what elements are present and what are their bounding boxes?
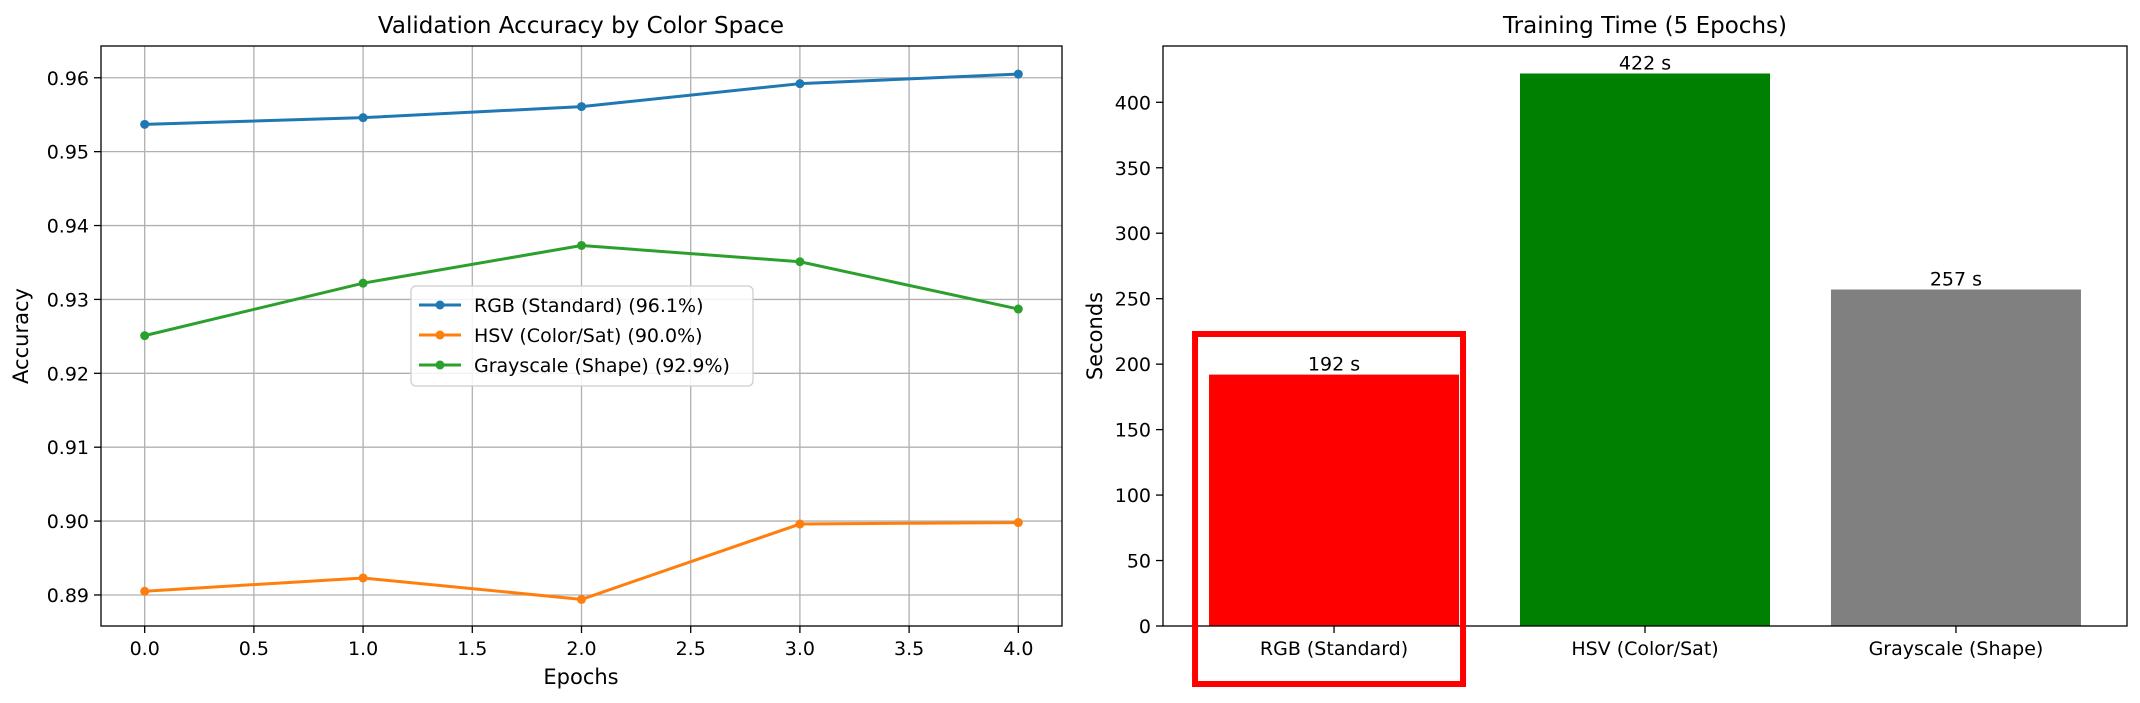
series-1-point bbox=[1013, 518, 1023, 528]
y-tick-label: 350 bbox=[1115, 158, 1151, 180]
bar-data-label-2: 257 s bbox=[1930, 269, 1982, 291]
highlight-box bbox=[1192, 331, 1467, 687]
line-chart-legend: RGB (Standard) (96.1%) HSV (Color/Sat) (9… bbox=[410, 285, 754, 387]
legend-box bbox=[410, 285, 754, 387]
y-tick-label: 0.96 bbox=[47, 68, 89, 90]
y-tick-label: 0.94 bbox=[47, 216, 89, 238]
bar-data-label-0: 192 s bbox=[1308, 354, 1360, 376]
y-tick-label: 150 bbox=[1115, 420, 1151, 442]
series-1-point bbox=[577, 594, 586, 604]
y-tick-label: 0.92 bbox=[47, 363, 89, 385]
series-1-point bbox=[795, 519, 805, 529]
legend-label-1: HSV (Color/Sat) (90.0%) bbox=[474, 325, 703, 347]
line-chart-x-axis-label: Epochs bbox=[543, 665, 618, 689]
bar-chart-x-ticks: RGB (Standard) HSV (Color/Sat) Grayscale (… bbox=[1260, 626, 2043, 660]
series-0-point bbox=[577, 102, 586, 112]
x-tick-label: 3.5 bbox=[894, 638, 924, 660]
y-tick-label: 0.90 bbox=[47, 511, 89, 533]
y-tick-label: 200 bbox=[1115, 354, 1151, 376]
series-0-point bbox=[140, 119, 150, 129]
bar-chart-highlight bbox=[1192, 331, 1467, 687]
line-chart-x-ticks: 0.0 0.5 1.0 1.5 2.0 2.5 3.0 3.5 4.0 bbox=[130, 626, 1033, 660]
line-chart-series bbox=[140, 69, 1023, 604]
bar-data-label-1: 422 s bbox=[1619, 52, 1671, 74]
y-tick-label: 300 bbox=[1115, 223, 1151, 245]
series-0-point bbox=[358, 113, 368, 123]
line-chart-y-ticks: 0.89 0.90 0.91 0.92 0.93 0.94 0.95 0.96 bbox=[47, 68, 101, 607]
y-tick-label: 250 bbox=[1115, 289, 1151, 311]
x-tick-label: 2.0 bbox=[566, 638, 596, 660]
y-tick-label: 0.89 bbox=[47, 585, 89, 607]
x-tick-label: 1.0 bbox=[348, 638, 378, 660]
x-tick-label: 0.0 bbox=[130, 638, 160, 660]
series-1-point bbox=[358, 573, 368, 583]
y-tick-label: 50 bbox=[1127, 551, 1151, 573]
series-1-point bbox=[140, 586, 150, 596]
y-tick-label: 400 bbox=[1115, 92, 1151, 114]
y-tick-label: 100 bbox=[1115, 485, 1151, 507]
line-chart-y-axis-label: Accuracy bbox=[9, 288, 33, 384]
bar-chart-title: Training Time (5 Epochs) bbox=[1502, 13, 1787, 39]
line-chart-title: Validation Accuracy by Color Space bbox=[378, 13, 784, 39]
series-0-point bbox=[795, 79, 805, 89]
x-tick-label: 3.0 bbox=[785, 638, 815, 660]
series-2-point bbox=[1013, 304, 1023, 314]
legend-marker-2 bbox=[435, 360, 445, 370]
y-tick-label: 0.91 bbox=[47, 437, 89, 459]
x-tick-label: RGB (Standard) bbox=[1260, 638, 1408, 660]
training-time-bar-chart: Training Time (5 Epochs) 192 s 422 s 257 s… bbox=[1083, 13, 2128, 687]
x-tick-label: 4.0 bbox=[1003, 638, 1033, 660]
bar-chart-bars: 192 s 422 s 257 s bbox=[1209, 52, 2081, 626]
y-tick-label: 0 bbox=[1139, 616, 1151, 638]
bar-0 bbox=[1209, 374, 1460, 626]
bar-1 bbox=[1520, 73, 1770, 626]
x-tick-label: Grayscale (Shape) bbox=[1869, 638, 2044, 660]
x-tick-label: 2.5 bbox=[676, 638, 706, 660]
series-2-point bbox=[795, 257, 805, 267]
legend-label-0: RGB (Standard) (96.1%) bbox=[474, 295, 703, 317]
accuracy-line-chart: Validation Accuracy by Color Space 0.0 0.… bbox=[9, 13, 1063, 689]
x-tick-label: 0.5 bbox=[239, 638, 269, 660]
series-2-point bbox=[577, 240, 586, 250]
series-2-point bbox=[140, 331, 150, 341]
series-2-point bbox=[358, 278, 368, 288]
y-tick-label: 0.93 bbox=[47, 289, 89, 311]
x-tick-label: HSV (Color/Sat) bbox=[1571, 638, 1718, 660]
x-tick-label: 1.5 bbox=[457, 638, 487, 660]
y-tick-label: 0.95 bbox=[47, 142, 89, 164]
bar-chart-y-ticks: 0 50 100 150 200 250 300 350 400 bbox=[1115, 92, 1163, 638]
legend-marker-0 bbox=[435, 300, 445, 310]
bar-chart-y-axis-label: Seconds bbox=[1083, 292, 1107, 380]
legend-label-2: Grayscale (Shape) (92.9%) bbox=[474, 355, 730, 377]
legend-marker-1 bbox=[435, 330, 445, 340]
bar-2 bbox=[1830, 289, 2081, 626]
series-0-point bbox=[1013, 69, 1023, 79]
